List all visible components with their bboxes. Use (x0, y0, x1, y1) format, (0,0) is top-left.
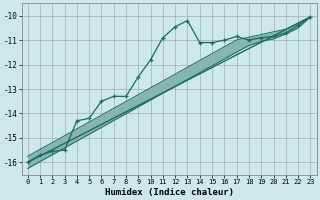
X-axis label: Humidex (Indice chaleur): Humidex (Indice chaleur) (105, 188, 234, 197)
